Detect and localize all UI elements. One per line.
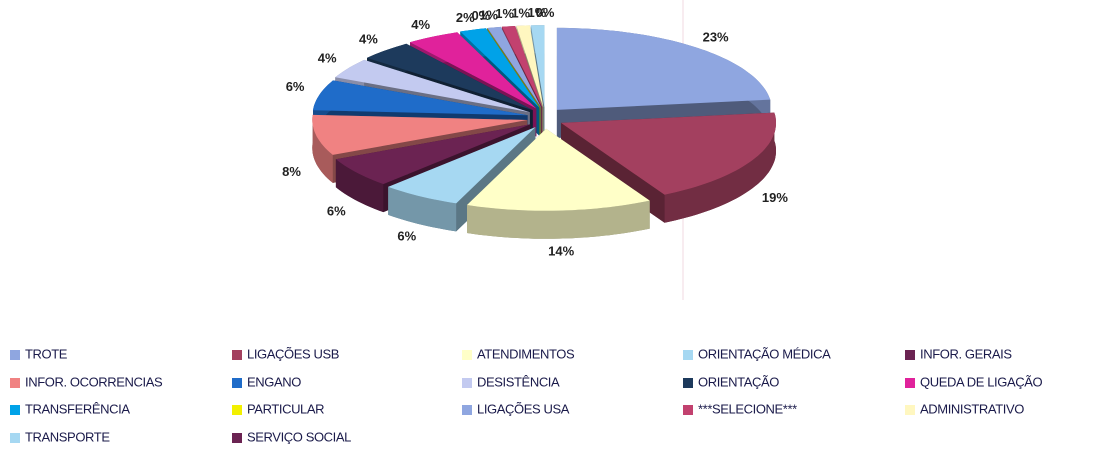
value-label: 14% (548, 244, 574, 259)
legend-swatch (10, 433, 20, 443)
slice (388, 127, 536, 204)
legend-label: ENGANO (247, 374, 301, 389)
legend-label: ATENDIMENTOS (477, 346, 575, 361)
slice (335, 124, 531, 185)
slice (556, 27, 771, 110)
slice-side (664, 112, 776, 223)
legend-label: DESISTÊNCIA (477, 374, 560, 389)
slice (335, 59, 530, 113)
legend-label: SERVIÇO SOCIAL (247, 429, 351, 444)
value-label: 0% (471, 8, 490, 23)
value-label: 6% (397, 229, 416, 244)
legend-label: ORIENTAÇÃO (698, 374, 779, 389)
legend-label: LIGAÇÕES USA (477, 401, 570, 416)
legend-label: TRANSPORTE (25, 429, 110, 444)
legend-swatch (232, 405, 242, 415)
slice (501, 26, 543, 108)
slice-side (335, 159, 384, 213)
slice (410, 32, 537, 109)
legend-swatch (232, 378, 242, 388)
value-label: 1% (495, 6, 514, 21)
value-label: 1% (479, 7, 498, 22)
slice (467, 128, 650, 211)
slice (530, 25, 545, 108)
legend-swatch (10, 378, 20, 388)
slice (312, 114, 528, 155)
slice-side (467, 200, 650, 239)
slice (561, 112, 776, 195)
legend-label: ORIENTAÇÃO MÉDICA (698, 346, 831, 361)
legend-label: INFOR. GERAIS (920, 346, 1012, 361)
slice (313, 80, 528, 116)
legend-swatch (232, 350, 242, 360)
value-label: 19% (762, 190, 788, 205)
legend-label: TROTE (25, 346, 68, 361)
slice (367, 43, 533, 111)
legend-swatch (683, 350, 693, 360)
slice (516, 25, 544, 108)
value-label: 1% (527, 5, 546, 20)
legend-label: INFOR. OCORRENCIAS (25, 374, 163, 389)
slice-side (388, 186, 457, 232)
legend-label: PARTICULAR (247, 401, 324, 416)
slice-side (312, 114, 333, 183)
legend-label: ADMINISTRATIVO (920, 401, 1024, 416)
legend-swatch (462, 350, 472, 360)
legend-swatch (905, 405, 915, 415)
value-label: 1% (511, 5, 530, 20)
value-label: 4% (359, 32, 378, 47)
value-label: 2% (456, 10, 475, 25)
legend-swatch (462, 378, 472, 388)
value-label: 4% (411, 17, 430, 32)
legend-swatch (683, 405, 693, 415)
legend-label: LIGAÇÕES USB (247, 346, 339, 361)
slice (487, 26, 542, 108)
legend-swatch (462, 405, 472, 415)
pie: 23%19%14%6%6%8%6%4%4%4% 2%0%1%1%1%1%0% (282, 5, 788, 259)
legend-label: ***SELECIONE*** (698, 401, 797, 416)
legend-swatch (232, 433, 242, 443)
value-label: 23% (703, 30, 729, 45)
legend-swatch (683, 378, 693, 388)
legend: TROTE LIGAÇÕES USB ATENDIMENTOS ORIENTAÇÃO … (10, 346, 1043, 444)
legend-swatch (10, 350, 20, 360)
legend-label: QUEDA DE LIGAÇÃO (920, 374, 1042, 389)
legend-swatch (905, 350, 915, 360)
value-label: 8% (282, 164, 301, 179)
legend-label: TRANSFERÊNCIA (25, 401, 130, 416)
slice (460, 28, 540, 108)
value-label: 6% (327, 203, 346, 218)
value-label: 0% (536, 5, 555, 20)
value-label: 6% (286, 79, 305, 94)
value-label: 4% (318, 51, 337, 66)
legend-swatch (905, 378, 915, 388)
legend-swatch (10, 405, 20, 415)
